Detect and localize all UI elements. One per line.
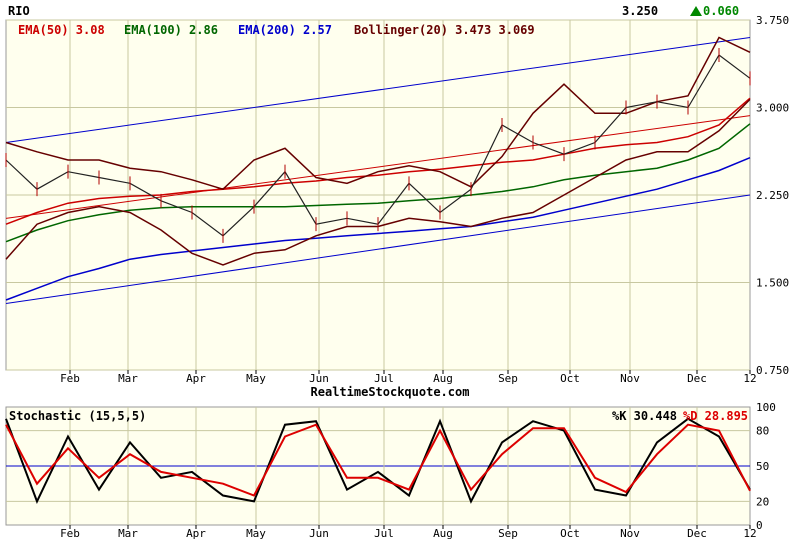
x-tick-label: Sep [498,372,518,385]
x-tick-label: Jul [374,372,394,385]
stochastic-series [5,417,751,504]
last-price: 3.250 [622,4,658,18]
series-line-ema-200 [5,157,751,301]
x-tick-label: Feb [60,527,80,540]
x-tick-label: 12 [743,372,756,385]
series-line-ema-100 [5,123,751,243]
legend-entry: EMA(100) 2.86 [124,23,218,37]
price-change: 0.060 [703,4,739,18]
x-tick-label: Dec [687,372,707,385]
price-y-tick-label: 2.250 [756,189,789,202]
stochastic-y-tick-label: 0 [756,519,763,532]
stochastic-y-axis: 0 20 50 80 100 [756,401,776,532]
header: RIO 3.250 0.060 [8,4,739,18]
x-tick-label: Oct [560,527,580,540]
watermark: RealtimeStockquote.com [311,385,470,399]
up-arrow-icon [690,6,702,16]
symbol-label: RIO [8,4,30,18]
x-tick-label: Feb [60,372,80,385]
price-legend: EMA(50) 3.08 EMA(100) 2.86 EMA(200) 2.57 Bo… [18,23,535,37]
stochastic-d-label: %D 28.895 [683,409,748,423]
x-tick-label: Mar [118,527,138,540]
x-tick-label: Nov [620,527,640,540]
x-tick-label: May [246,372,266,385]
x-tick-label: Mar [118,372,138,385]
stochastic-line-pct-k [5,417,751,504]
stochastic-y-tick-label: 50 [756,460,769,473]
x-tick-label: Oct [560,372,580,385]
legend-entry: Bollinger(20) 3.473 3.069 [354,23,535,37]
x-tick-label: Aug [433,372,453,385]
price-grid [6,19,750,371]
trend-channel-line [5,37,751,143]
x-tick-label: Dec [687,527,707,540]
x-tick-label: May [246,527,266,540]
x-tick-label: Apr [186,372,206,385]
trend-channel [5,37,751,304]
stochastic-x-axis: Feb Mar Apr May Jun Jul Aug Sep Oct Nov Dec 12 [60,525,757,540]
legend-entry: EMA(200) 2.57 [238,23,332,37]
price-x-axis: Feb Mar Apr May Jun Jul Aug Sep Oct Nov Dec 12 [60,370,757,385]
price-y-tick-label: 0.750 [756,364,789,377]
stochastic-y-tick-label: 20 [756,495,769,508]
stochastic-k-label: %K 30.448 [612,409,677,423]
price-y-tick-label: 1.500 [756,277,789,290]
trend-channel-line [5,194,751,304]
x-tick-label: Jun [309,372,329,385]
legend-entry: EMA(50) 3.08 [18,23,105,37]
stochastic-panel: 0 20 50 80 100 Stochastic (15,5,5) %K 30.448… [5,401,776,532]
stochastic-y-tick-label: 80 [756,425,769,438]
x-tick-label: Jul [374,527,394,540]
x-tick-label: Nov [620,372,640,385]
price-y-axis: 0.750 1.500 2.250 3.000 3.750 [756,14,789,377]
price-y-tick-label: 3.750 [756,14,789,27]
x-tick-label: Sep [498,527,518,540]
series-line-ema-50 [5,97,751,225]
stochastic-line-pct-d [5,423,751,497]
stochastic-title: Stochastic (15,5,5) [9,409,146,423]
x-tick-label: Jun [309,527,329,540]
x-tick-label: Aug [433,527,453,540]
x-tick-label: 12 [743,527,756,540]
price-series [5,36,751,301]
stochastic-y-tick-label: 100 [756,401,776,414]
price-y-tick-label: 3.000 [756,102,789,115]
x-tick-label: Apr [186,527,206,540]
trend-channel-line [5,115,751,219]
stochastic-grid [6,407,750,525]
